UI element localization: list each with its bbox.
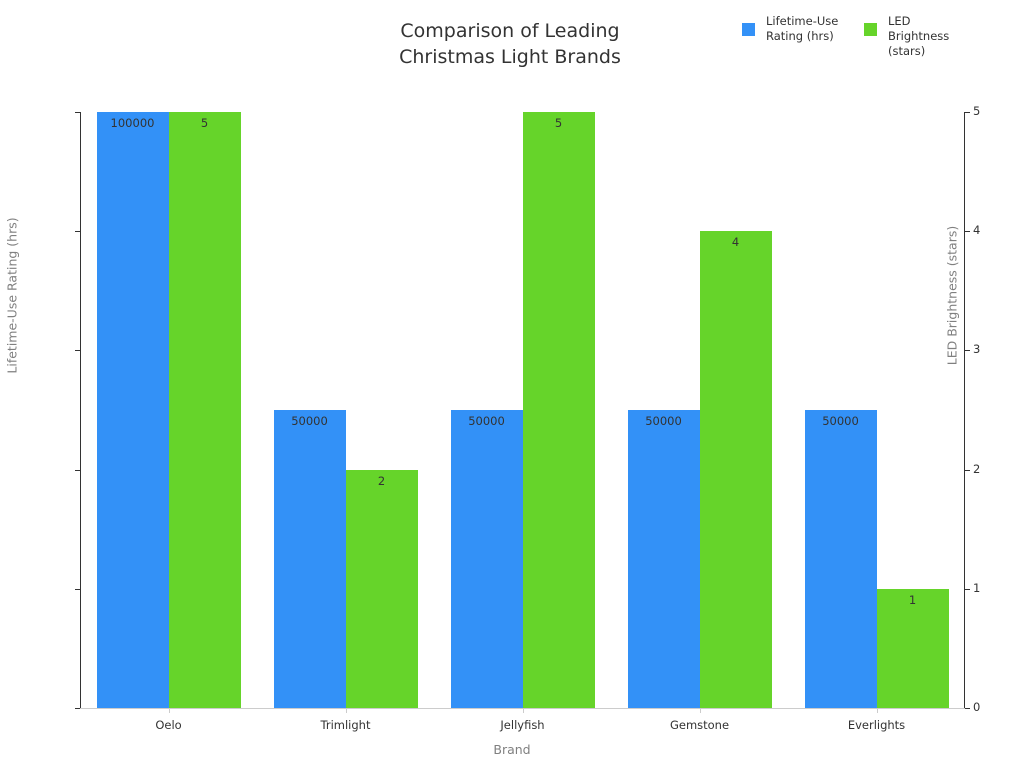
y-axis-right-tick-label: 3 — [973, 342, 981, 357]
x-axis-tick — [522, 708, 524, 713]
legend-swatch-green — [864, 23, 877, 36]
chart-title: Comparison of Leading Christmas Light Br… — [399, 20, 621, 68]
bar-led-brightness[interactable]: 2 — [345, 469, 418, 708]
y-axis-left-tick — [75, 112, 80, 113]
x-axis-tick — [168, 708, 170, 713]
x-axis-category-label: Trimlight — [320, 718, 371, 732]
y-axis-left-tick — [75, 350, 80, 352]
bar-lifetime-use-rating[interactable]: 50000 — [627, 410, 700, 708]
bar-value-label: 50000 — [291, 414, 328, 428]
bar-led-brightness[interactable]: 5 — [522, 112, 595, 708]
bar-value-label: 50000 — [468, 414, 505, 428]
legend-label-led-brightness: LED Brightness (stars) — [888, 14, 950, 58]
x-axis-category-label: Oelo — [155, 718, 182, 732]
legend-swatch-blue — [742, 23, 755, 36]
bar-lifetime-use-rating[interactable]: 50000 — [273, 410, 346, 708]
y-axis-right-tick — [965, 112, 970, 113]
x-axis-title: Brand — [493, 742, 531, 757]
y-axis-right-tick — [965, 469, 970, 471]
plot-area: 020k40k60k80k100k0123451000005Oelo500002… — [75, 104, 980, 732]
right-axis-line — [964, 112, 965, 708]
x-axis-category-label: Gemstone — [669, 718, 730, 732]
left-axis-line — [80, 112, 81, 708]
bar-lifetime-use-rating[interactable]: 50000 — [450, 410, 523, 708]
y-axis-left-tick — [75, 231, 80, 233]
bar-value-label: 50000 — [645, 414, 682, 428]
bar-led-brightness[interactable]: 4 — [699, 231, 772, 708]
x-axis-tick — [699, 708, 701, 713]
y-axis-left-tick — [75, 588, 80, 590]
y-axis-right-tick — [965, 350, 970, 352]
bar-value-label: 100000 — [110, 116, 155, 130]
bar-led-brightness[interactable]: 5 — [168, 112, 241, 708]
bar-led-brightness[interactable]: 1 — [876, 588, 949, 708]
bar-lifetime-use-rating[interactable]: 50000 — [804, 410, 877, 708]
bar-value-label: 50000 — [822, 414, 859, 428]
bar-value-label: 4 — [731, 235, 740, 250]
y-axis-right-tick-label: 1 — [973, 580, 981, 595]
x-axis-category-label: Everlights — [847, 718, 906, 732]
x-axis-tick — [876, 708, 878, 713]
y-axis-right-tick-label: 5 — [973, 104, 981, 118]
y-axis-right-tick — [965, 588, 970, 590]
x-axis-category-label: Jellyfish — [500, 718, 545, 732]
y-axis-left-title: Lifetime-Use Rating (hrs) — [4, 217, 20, 374]
bar-value-label: 5 — [200, 116, 209, 130]
y-axis-right-tick-label: 0 — [973, 700, 981, 714]
y-axis-right-tick-label: 4 — [973, 223, 981, 238]
x-axis-tick — [345, 708, 347, 713]
y-axis-right-tick — [965, 231, 970, 233]
y-axis-right-tick — [965, 708, 970, 709]
y-axis-left-tick — [75, 708, 80, 709]
bar-value-label: 1 — [908, 592, 917, 607]
bar-lifetime-use-rating[interactable]: 100000 — [96, 112, 169, 708]
legend-label-lifetime-use-rating: Lifetime-Use Rating (hrs) — [766, 14, 839, 43]
bar-value-label: 2 — [377, 473, 386, 488]
y-axis-right-tick-label: 2 — [973, 461, 981, 476]
bar-value-label: 5 — [554, 116, 563, 130]
y-axis-right-title: LED Brightness (stars) — [944, 225, 960, 366]
chart-legend: Lifetime-Use Rating (hrs) LED Brightness… — [742, 14, 1022, 84]
y-axis-left-tick — [75, 469, 80, 471]
